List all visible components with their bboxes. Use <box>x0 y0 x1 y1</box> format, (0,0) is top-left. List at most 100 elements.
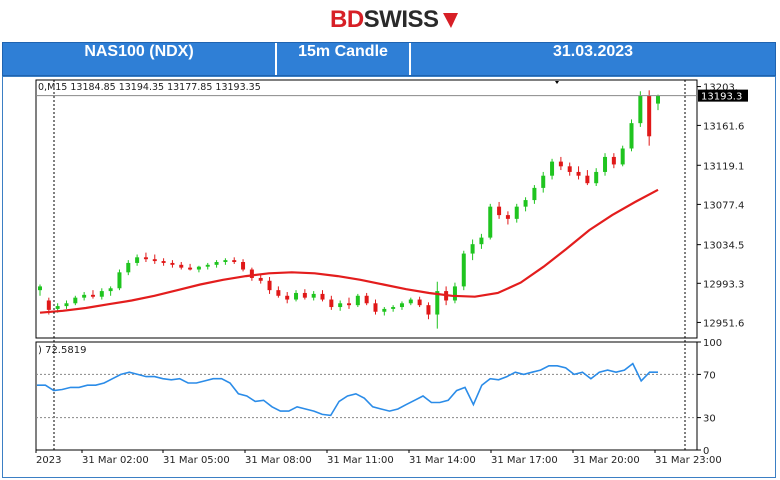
logo-dark-text: SWISS <box>363 6 439 33</box>
candle-body <box>488 206 493 238</box>
price-tick-label: 13119.1 <box>703 161 744 172</box>
candle-body <box>408 299 413 304</box>
banner-divider <box>275 43 277 75</box>
candle-body <box>567 166 572 172</box>
candle-body <box>188 267 193 270</box>
candle-body <box>470 244 475 254</box>
candle-body <box>373 303 378 312</box>
candle-body <box>620 148 625 165</box>
candle-body <box>267 280 272 291</box>
candle-body <box>143 257 148 260</box>
rsi-tick-label: 100 <box>703 338 722 349</box>
candle-body <box>223 260 228 263</box>
candle-body <box>611 156 616 165</box>
ohlc-label: 0,M15 13184.85 13194.35 13177.85 13193.3… <box>38 82 261 93</box>
x-axis: 2023 31 Mar 02:00 31 Mar 05:00 31 Mar 08:00… <box>35 450 722 466</box>
candle-body <box>135 257 140 263</box>
time-tick-label: 31 Mar 20:00 <box>573 455 640 466</box>
candle-body <box>117 272 122 289</box>
candle-body <box>514 206 519 219</box>
candle-body <box>196 266 201 270</box>
candle-body <box>64 303 69 307</box>
candle-body <box>541 175 546 188</box>
candle-body <box>355 295 360 306</box>
banner-divider <box>409 43 411 75</box>
instrument-label: NAS100 (NDX) <box>84 43 194 60</box>
timeframe-label: 15m Candle <box>298 43 388 60</box>
candle-body <box>426 305 431 315</box>
candle-body <box>90 294 95 297</box>
candle-body <box>452 286 457 301</box>
candle-body <box>638 95 643 124</box>
time-tick-label: 31 Mar 08:00 <box>245 455 312 466</box>
time-tick-label: 31 Mar 05:00 <box>163 455 230 466</box>
candle-body <box>241 262 246 270</box>
candle-body <box>179 264 184 268</box>
candle-body <box>594 171 599 184</box>
price-tick-label: 13034.5 <box>703 241 744 252</box>
candle-body <box>497 206 502 216</box>
price-tick-label: 13077.4 <box>703 200 744 211</box>
candle-body <box>523 200 528 207</box>
time-tick-label: 31 Mar 11:00 <box>327 455 394 466</box>
candle-body <box>338 303 343 308</box>
candle-body <box>285 295 290 300</box>
candle-body <box>576 171 581 176</box>
price-tick-label: 12993.3 <box>703 279 744 290</box>
price-pane-border <box>35 79 698 339</box>
rsi-tick-label: 70 <box>703 370 716 381</box>
candle-body <box>46 300 51 310</box>
candle-body <box>558 161 563 167</box>
price-tick-label: 12951.6 <box>703 318 744 329</box>
rsi-label: ) 72.5819 <box>38 345 86 356</box>
candle-body <box>399 303 404 308</box>
candle-body <box>656 95 660 104</box>
candle-body <box>294 292 299 300</box>
price-pane: 13203. 13161.6 13119.1 13077.4 13034.5 12993.… <box>35 79 748 450</box>
moving-average-line <box>39 188 659 314</box>
candle-body <box>232 260 237 263</box>
candle-body <box>320 293 325 300</box>
rsi-pane-border <box>35 341 698 451</box>
candle-body <box>82 294 87 298</box>
rsi-tick-label: 30 <box>703 414 716 425</box>
last-price-box <box>698 89 748 102</box>
rsi-line <box>37 362 658 417</box>
candle-body <box>603 156 608 172</box>
candle-body <box>311 293 316 298</box>
rsi-tick-label: 0 <box>703 446 709 457</box>
candle-body <box>73 297 78 304</box>
price-tick-label: 13203. <box>703 83 738 94</box>
date-label: 31.03.2023 <box>552 43 634 60</box>
candle-body <box>585 175 590 184</box>
rsi-pane: 100 70 30 0 ) 72.5819 <box>35 338 722 457</box>
time-tick-label: 31 Mar 23:00 <box>655 455 722 466</box>
candle-body <box>276 290 281 296</box>
logo-arrow-icon <box>442 13 458 28</box>
candle-body <box>170 262 175 265</box>
candle-body <box>629 123 634 149</box>
candle-body <box>461 253 466 287</box>
candle-body <box>382 308 387 312</box>
candle-body <box>214 262 219 265</box>
candle-body <box>99 291 104 297</box>
candle-body <box>347 303 351 306</box>
candle-body <box>417 299 422 306</box>
time-tick-label: 31 Mar 02:00 <box>82 455 149 466</box>
candle-body <box>161 261 166 263</box>
candle-body <box>126 262 131 273</box>
bdswiss-logo: BD SWISS <box>330 6 459 34</box>
candle-body <box>249 269 254 278</box>
candle-body <box>505 215 510 219</box>
period-marker-icon <box>555 81 559 84</box>
candle-body <box>258 277 263 281</box>
candle-body <box>38 286 42 291</box>
price-tick-label: 13161.6 <box>703 121 744 132</box>
candle-body <box>205 264 210 267</box>
chart-header-banner: NAS100 (NDX) 15m Candle 31.03.2023 <box>2 42 776 76</box>
candle-body <box>152 259 157 262</box>
time-tick-label: 2023 <box>36 455 61 466</box>
candle-body <box>391 307 396 309</box>
candle-body <box>532 187 537 201</box>
